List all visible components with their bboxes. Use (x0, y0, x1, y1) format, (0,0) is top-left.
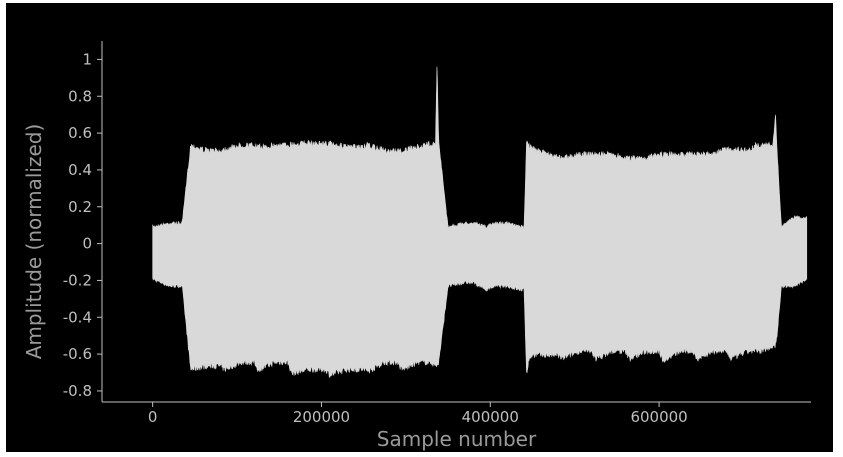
x-tick-label: 400000 (462, 408, 519, 426)
y-tick-label: 0.2 (68, 198, 92, 216)
y-tick-label: 1 (82, 50, 92, 68)
y-tick-label: 0 (82, 235, 92, 253)
y-tick-label: -0.2 (63, 271, 92, 289)
x-tick-label: 0 (148, 408, 158, 426)
chart-frame: 1 0.8 0.6 0.4 0.2 0 -0.2 -0.4 -0.6 -0.8 0 200000 40… (6, 3, 833, 452)
x-tick-label: 200000 (293, 408, 350, 426)
x-tick-label: 600000 (630, 408, 687, 426)
waveform-chart: 1 0.8 0.6 0.4 0.2 0 -0.2 -0.4 -0.6 -0.8 0 200000 40… (22, 41, 811, 451)
y-tick-label: -0.6 (63, 345, 92, 363)
y-tick-label: 0.4 (68, 161, 92, 179)
y-tick-label: -0.8 (63, 382, 92, 400)
waveform-signal (152, 66, 808, 378)
x-axis-title: Sample number (377, 427, 537, 451)
y-tick-label: 0.8 (68, 87, 92, 105)
y-tick-label: -0.4 (63, 308, 92, 326)
y-tick-label: 0.6 (68, 124, 92, 142)
y-axis-title: Amplitude (normalized) (22, 124, 46, 360)
